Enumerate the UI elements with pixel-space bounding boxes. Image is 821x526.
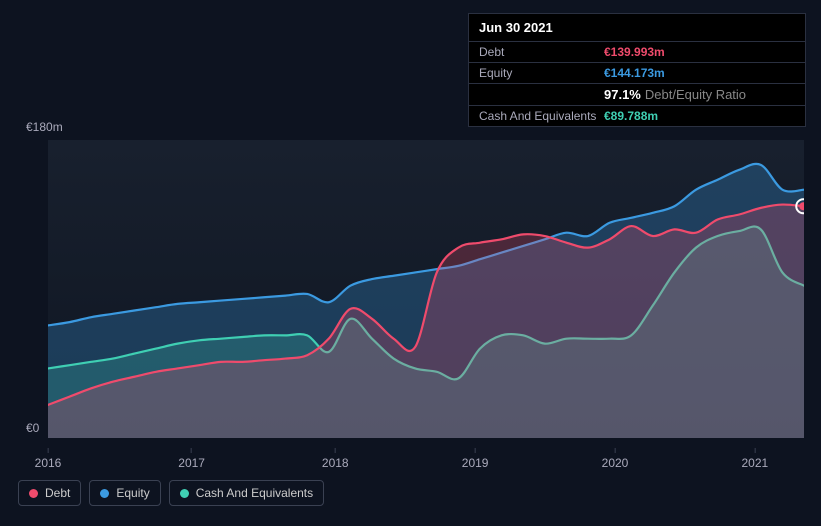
y-axis-label-min: €0	[26, 421, 39, 435]
chart-svg	[48, 140, 804, 438]
legend-label: Cash And Equivalents	[196, 486, 313, 500]
x-axis-tick: 2019	[462, 448, 489, 470]
legend-dot-icon	[29, 489, 38, 498]
tooltip-value: €144.173m	[604, 66, 665, 80]
tooltip-label: Debt	[479, 45, 604, 59]
tooltip-ratio-text: Debt/Equity Ratio	[645, 87, 746, 102]
legend-dot-icon	[180, 489, 189, 498]
tooltip-row-ratio: 97.1% Debt/Equity Ratio	[469, 83, 805, 105]
tooltip-row-equity: Equity €144.173m	[469, 62, 805, 83]
legend-label: Equity	[116, 486, 149, 500]
tooltip-row-cash: Cash And Equivalents €89.788m	[469, 105, 805, 126]
legend-item-cash-and-equivalents[interactable]: Cash And Equivalents	[169, 480, 324, 506]
chart-plot-area[interactable]	[48, 140, 804, 438]
tooltip-row-debt: Debt €139.993m	[469, 41, 805, 62]
x-axis: 201620172018201920202021	[48, 448, 804, 468]
tooltip-ratio-pct: 97.1%	[604, 87, 641, 102]
legend-label: Debt	[45, 486, 70, 500]
chart-legend: Debt Equity Cash And Equivalents	[18, 480, 324, 506]
tooltip-label: Equity	[479, 66, 604, 80]
x-axis-tick: 2017	[178, 448, 205, 470]
x-axis-tick: 2016	[35, 448, 62, 470]
legend-item-equity[interactable]: Equity	[89, 480, 160, 506]
y-axis-label-max: €180m	[26, 120, 63, 134]
legend-item-debt[interactable]: Debt	[18, 480, 81, 506]
tooltip-label: Cash And Equivalents	[479, 109, 604, 123]
x-axis-tick: 2021	[742, 448, 769, 470]
x-axis-tick: 2020	[602, 448, 629, 470]
chart-tooltip: Jun 30 2021 Debt €139.993m Equity €144.1…	[468, 13, 806, 127]
legend-dot-icon	[100, 489, 109, 498]
tooltip-value: €139.993m	[604, 45, 665, 59]
x-axis-tick: 2018	[322, 448, 349, 470]
tooltip-value: €89.788m	[604, 109, 658, 123]
tooltip-date: Jun 30 2021	[469, 14, 805, 41]
